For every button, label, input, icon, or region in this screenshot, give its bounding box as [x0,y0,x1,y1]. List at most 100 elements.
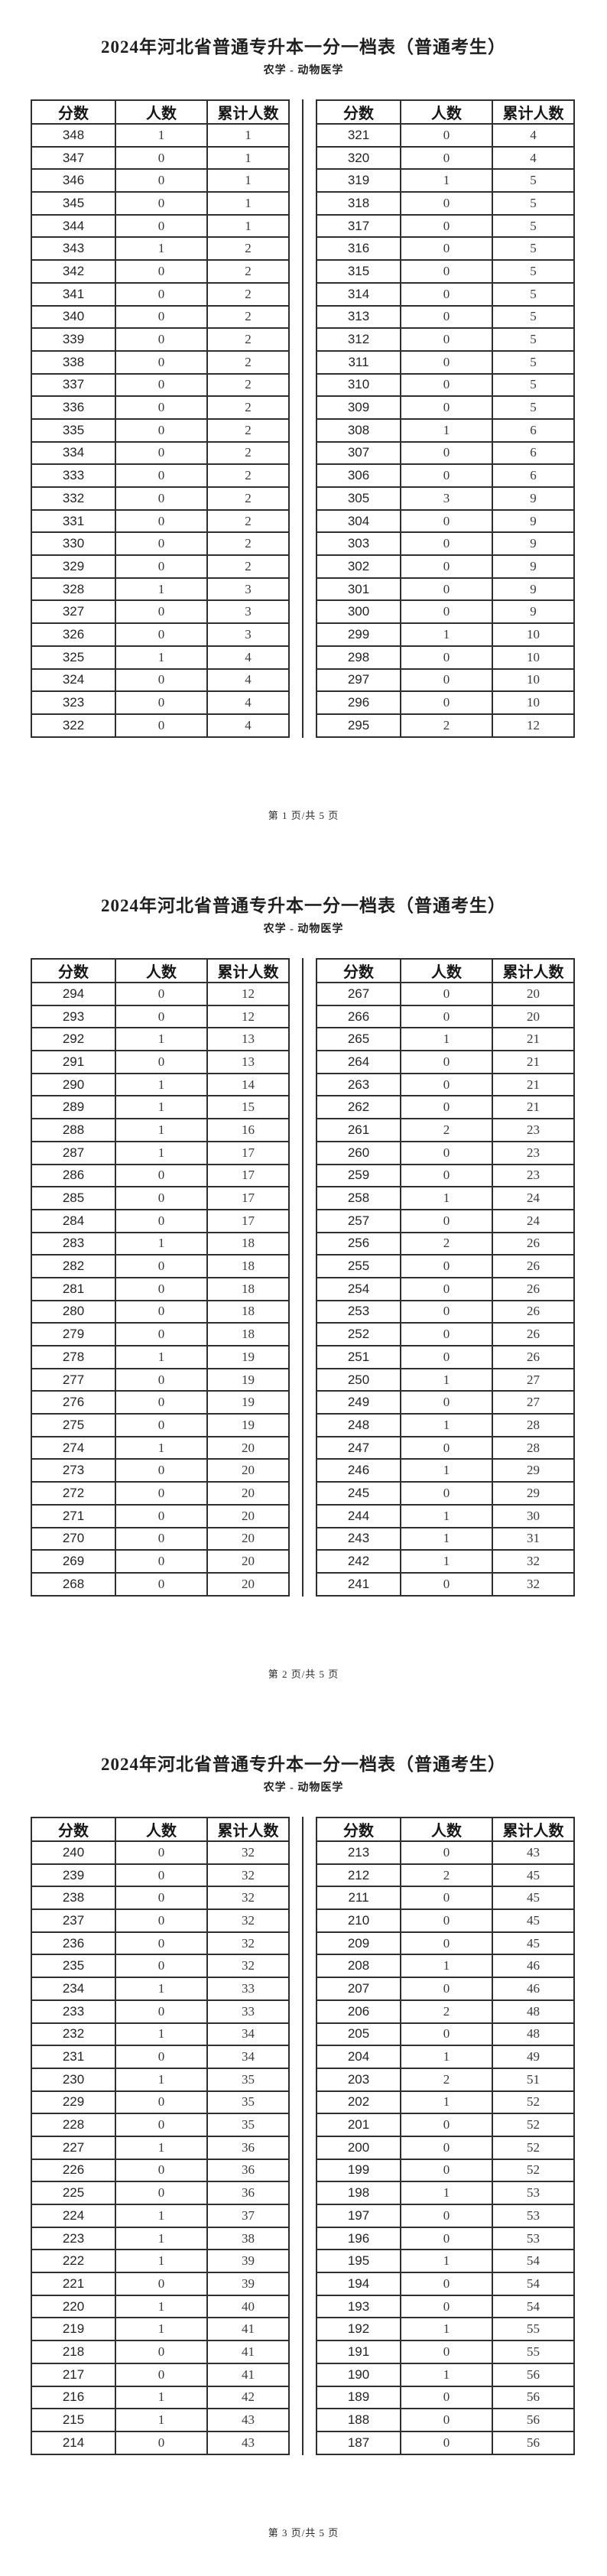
table-row: 338 0 2 [31,349,290,375]
table-row: 322 0 4 [31,713,290,738]
cumulative-cell: 26 [492,1345,575,1369]
score-cell: 308 [316,417,401,443]
score-table-right: 分数 人数 累计人数 213 0 43 212 2 45 211 0 45 210 0 45 209 0 4… [316,1817,575,2455]
count-cell: 1 [115,1140,208,1165]
table-row: 317 0 5 [316,213,575,239]
count-cell: 0 [115,1163,208,1188]
cumulative-cell: 55 [492,2317,575,2342]
cumulative-cell: 12 [206,1004,290,1029]
count-cell: 0 [400,1571,493,1597]
cumulative-cell: 1 [206,145,290,171]
table-row: 210 0 45 [316,1908,575,1933]
cumulative-cell: 9 [492,508,575,534]
cumulative-cell: 2 [206,395,290,420]
table-row: 344 0 1 [31,213,290,239]
table-row: 324 0 4 [31,668,290,693]
cumulative-cell: 49 [492,2045,575,2069]
score-cell: 246 [316,1458,401,1483]
table-row: 231 0 34 [31,2045,290,2069]
count-cell: 1 [400,1526,493,1551]
table-row: 241 0 32 [316,1571,575,1597]
score-cell: 321 [316,123,401,148]
table-row: 328 1 3 [31,577,290,602]
score-cell: 307 [316,440,401,466]
cumulative-cell: 18 [206,1276,290,1301]
score-cell: 242 [316,1549,401,1574]
count-cell: 0 [400,2272,493,2296]
score-cell: 295 [316,713,401,738]
column-header-score: 分数 [31,99,116,125]
score-cell: 277 [31,1367,116,1392]
score-cell: 347 [31,145,116,171]
page-subtitle: 农学 - 动物医学 [263,1782,344,1795]
cumulative-cell: 19 [206,1367,290,1392]
count-cell: 1 [400,1367,493,1392]
score-cell: 195 [316,2249,401,2274]
table-row: 257 0 24 [316,1208,575,1233]
table-row: 192 1 55 [316,2317,575,2342]
score-cell: 191 [316,2340,401,2364]
score-cell: 319 [316,168,401,193]
column-header-count: 人数 [115,99,208,125]
count-cell: 0 [115,327,208,352]
cumulative-cell: 21 [492,1027,575,1052]
column-header-score: 分数 [316,958,401,983]
count-cell: 1 [115,236,208,261]
score-cell: 292 [31,1027,116,1052]
table-row: 243 1 31 [316,1526,575,1551]
score-cell: 299 [316,622,401,647]
cumulative-cell: 3 [206,622,290,647]
score-cell: 278 [31,1345,116,1369]
score-cell: 329 [31,554,116,579]
table-row: 259 0 23 [316,1163,575,1188]
score-cell: 235 [31,1954,116,1979]
count-cell: 0 [400,304,493,330]
cumulative-cell: 30 [492,1503,575,1528]
cumulative-cell: 38 [206,2226,290,2251]
table-row: 304 0 9 [316,508,575,534]
score-cell: 300 [316,599,401,625]
count-cell: 2 [400,1118,493,1142]
count-cell: 0 [400,1299,493,1324]
table-row: 281 0 18 [31,1276,290,1301]
score-cell: 252 [316,1322,401,1346]
count-cell: 0 [400,1390,493,1415]
score-cell: 326 [31,622,116,647]
count-cell: 0 [400,1840,493,1865]
count-cell: 0 [115,1503,208,1528]
score-cell: 338 [31,349,116,375]
table-row: 273 0 20 [31,1458,290,1483]
table-row: 296 0 10 [316,690,575,715]
table-row: 215 1 43 [31,2408,290,2432]
score-cell: 287 [31,1140,116,1165]
column-header-cumulative: 累计人数 [206,99,290,125]
table-row: 205 0 48 [316,2022,575,2047]
count-cell: 0 [400,440,493,466]
count-cell: 0 [115,2045,208,2069]
cumulative-cell: 32 [206,1840,290,1865]
cumulative-cell: 39 [206,2249,290,2274]
score-cell: 282 [31,1254,116,1278]
count-cell: 0 [115,2158,208,2183]
cumulative-cell: 9 [492,486,575,511]
table-row: 236 0 32 [31,1931,290,1956]
table-row: 221 0 39 [31,2272,290,2296]
count-cell: 0 [400,213,493,239]
table-row: 188 0 56 [316,2408,575,2432]
score-cell: 340 [31,304,116,330]
count-cell: 0 [400,236,493,261]
score-cell: 323 [31,690,116,715]
score-table-left: 分数 人数 累计人数 240 0 32 239 0 32 238 0 32 237 0 32 236 0 3… [31,1817,290,2455]
table-row: 319 1 5 [316,168,575,193]
count-cell: 0 [115,622,208,647]
table-row: 198 1 53 [316,2181,575,2205]
cumulative-cell: 52 [492,2090,575,2115]
count-cell: 1 [115,1345,208,1369]
score-cell: 237 [31,1908,116,1933]
table-row: 282 0 18 [31,1254,290,1278]
table-row: 270 0 20 [31,1526,290,1551]
score-cell: 251 [316,1345,401,1369]
score-cell: 203 [316,2067,401,2092]
count-cell: 0 [115,486,208,511]
cumulative-cell: 26 [492,1254,575,1278]
